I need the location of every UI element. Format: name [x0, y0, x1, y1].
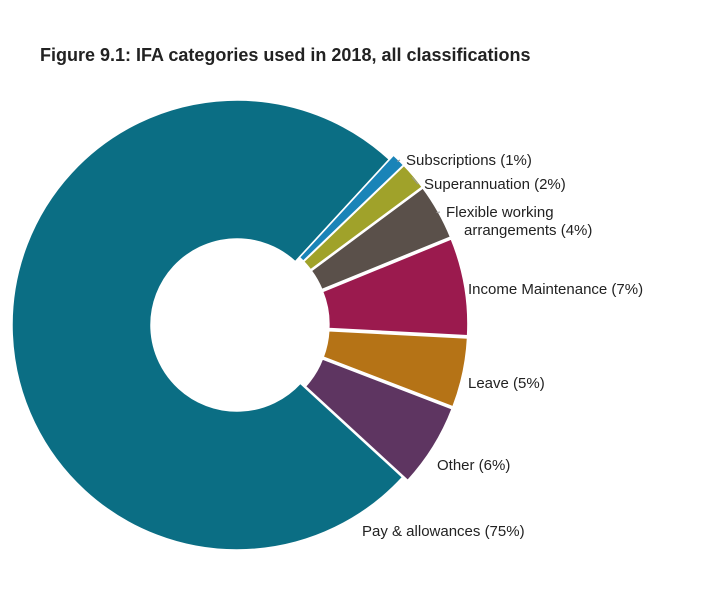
label-other: Other (6%) — [437, 457, 510, 474]
slice-other — [304, 358, 454, 482]
slice-superannuation — [302, 164, 424, 271]
slice-pay-allowances — [11, 99, 404, 551]
slice-flexible-working — [310, 186, 452, 291]
label-leave: Leave (5%) — [468, 375, 545, 392]
label-subscriptions: Subscriptions (1%) — [406, 152, 532, 169]
label-flexible-working: Flexible working arrangements (4%) — [446, 204, 592, 239]
slice-leave — [322, 329, 469, 408]
leader-line-flexible-working — [436, 211, 441, 214]
leader-line-subscriptions — [396, 159, 401, 162]
label-income-maintenance: Income Maintenance (7%) — [468, 281, 643, 298]
chart-title: Figure 9.1: IFA categories used in 2018,… — [40, 45, 531, 65]
label-pay-allowances: Pay & allowances (75%) — [362, 523, 525, 540]
label-superannuation: Superannuation (2%) — [424, 176, 566, 193]
leader-line-superannuation — [411, 176, 419, 185]
slice-income-maintenance — [321, 238, 469, 337]
